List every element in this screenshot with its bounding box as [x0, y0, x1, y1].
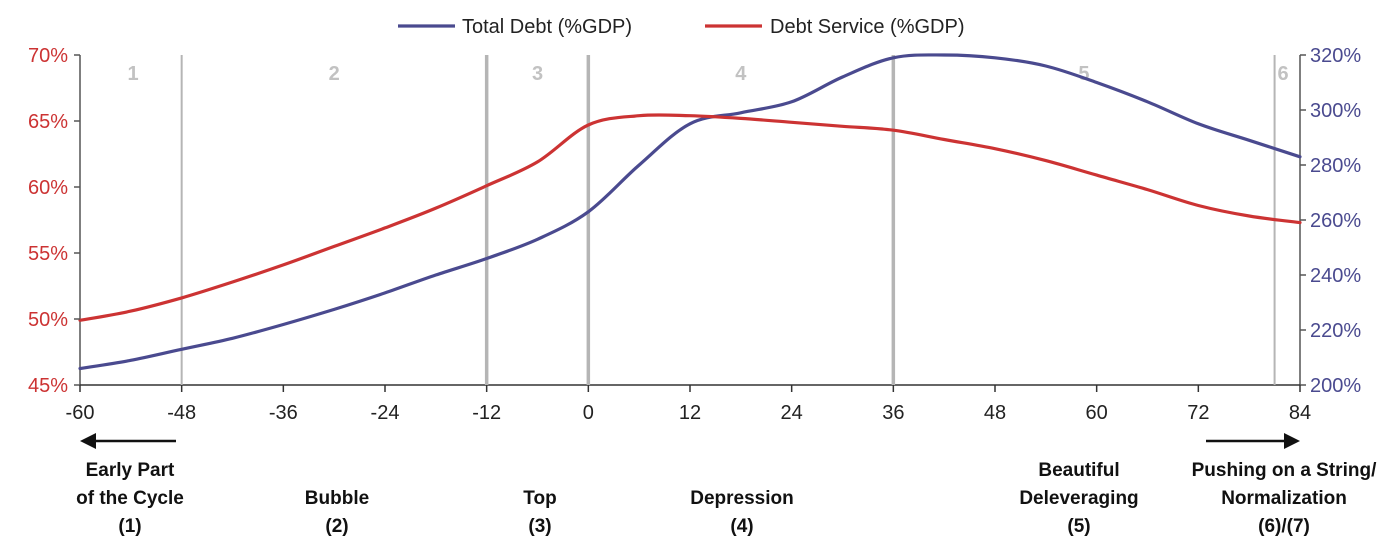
time-arrows	[80, 433, 1300, 449]
left-tick-label: 65%	[28, 111, 68, 133]
x-tick-label: 84	[1289, 402, 1311, 424]
left-tick-label: 45%	[28, 375, 68, 397]
right-tick-label: 320%	[1310, 45, 1361, 67]
phase-number: 5	[1078, 63, 1089, 85]
x-tick-label: -48	[167, 402, 196, 424]
phase-label-line: (3)	[528, 516, 551, 537]
right-arrow-head	[1284, 433, 1300, 449]
x-tick-label: 48	[984, 402, 1006, 424]
phase-number: 3	[532, 63, 543, 85]
phase-label-line: (2)	[325, 516, 348, 537]
phase-labels: Early Part of the Cycle (1) Bubble (2) Top (3)…	[76, 460, 1377, 537]
x-tick-label: 24	[781, 402, 803, 424]
left-tick-label: 70%	[28, 45, 68, 67]
x-axis: -60 -48 -36 -24 -12 0 12 24 36 48 60 72 84	[66, 385, 1311, 424]
debt-service-line	[78, 113, 1302, 322]
right-tick-label: 260%	[1310, 210, 1361, 232]
x-tick-label: -60	[66, 402, 95, 424]
right-tick-label: 300%	[1310, 100, 1361, 122]
right-tick-label: 200%	[1310, 375, 1361, 397]
left-tick-label: 55%	[28, 243, 68, 265]
phase-number: 2	[329, 63, 340, 85]
phase-label-line: Bubble	[305, 488, 369, 509]
phase-label-line: (5)	[1067, 516, 1090, 537]
x-tick-label: 0	[583, 402, 594, 424]
left-axis: 45% 50% 55% 60% 65% 70%	[28, 45, 80, 397]
phase-label-line: (4)	[730, 516, 753, 537]
series-layer	[78, 53, 1302, 371]
phase-label-line: Beautiful	[1038, 460, 1119, 481]
right-tick-label: 240%	[1310, 265, 1361, 287]
phase-label-line: Normalization	[1221, 488, 1347, 509]
phase-label-line: Depression	[690, 488, 793, 509]
x-tick-label: 60	[1086, 402, 1108, 424]
phase-number: 1	[127, 63, 138, 85]
phase-label-line: Deleveraging	[1019, 488, 1138, 509]
right-tick-label: 220%	[1310, 320, 1361, 342]
phase-boundaries	[180, 55, 1276, 385]
legend-label: Debt Service (%GDP)	[770, 16, 965, 38]
phase-number: 6	[1277, 63, 1288, 85]
phase-label-line: (1)	[118, 516, 141, 537]
legend-label: Total Debt (%GDP)	[462, 16, 632, 38]
plot-frame	[79, 55, 1301, 386]
right-axis: 200% 220% 240% 260% 280% 300% 320%	[1300, 45, 1361, 397]
left-tick-label: 50%	[28, 309, 68, 331]
x-tick-label: 12	[679, 402, 701, 424]
phase-label-line: Early Part	[86, 460, 175, 481]
total-debt-line	[78, 53, 1302, 371]
phase-number: 4	[735, 63, 747, 85]
phase-numbers: 1 2 3 4 5 6	[127, 63, 1288, 85]
legend: Total Debt (%GDP) Debt Service (%GDP)	[398, 16, 965, 38]
x-tick-label: 72	[1187, 402, 1209, 424]
right-tick-label: 280%	[1310, 155, 1361, 177]
phase-label-line: Top	[523, 488, 556, 509]
left-tick-label: 60%	[28, 177, 68, 199]
phase-label-line: Pushing on a String/	[1192, 460, 1377, 481]
x-tick-label: 36	[882, 402, 904, 424]
x-tick-label: -24	[371, 402, 400, 424]
left-arrow-head	[80, 433, 96, 449]
x-tick-label: -36	[269, 402, 298, 424]
phase-label-line: (6)/(7)	[1258, 516, 1310, 537]
x-tick-label: -12	[472, 402, 501, 424]
phase-label-line: of the Cycle	[76, 488, 184, 509]
